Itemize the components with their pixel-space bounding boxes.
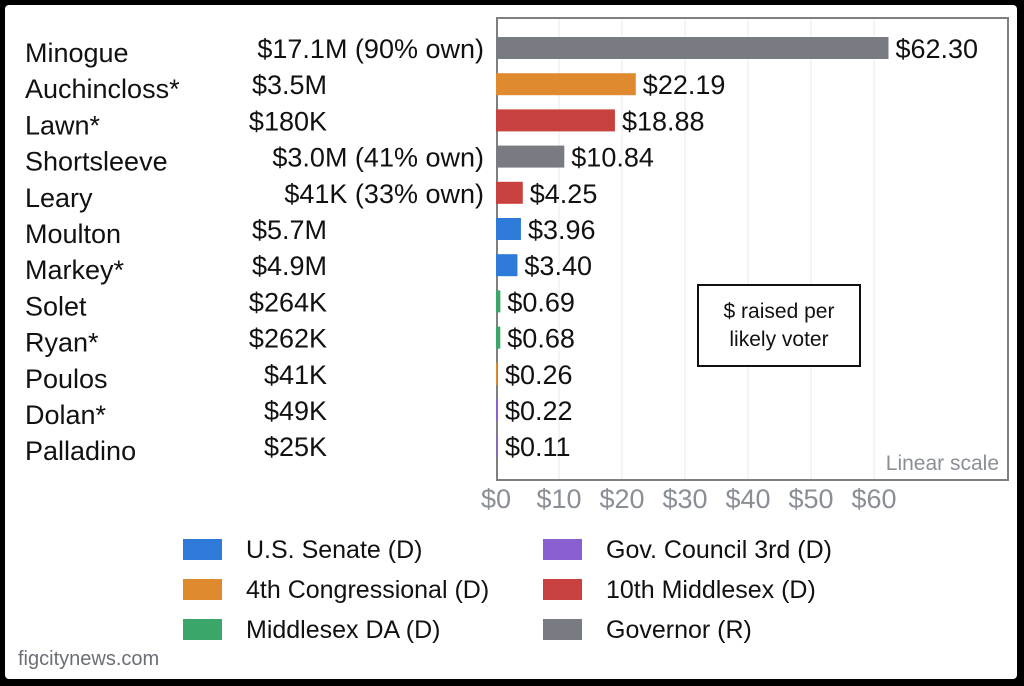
bar xyxy=(496,435,497,458)
raised-amount: $3.5M xyxy=(252,70,327,100)
bar xyxy=(496,145,565,168)
annotation-line: $ raised per xyxy=(724,300,835,323)
annotation-box xyxy=(697,284,861,367)
legend-swatch xyxy=(183,619,222,640)
candidate-label: Minogue xyxy=(25,38,129,68)
legend-swatch xyxy=(183,579,222,600)
candidate-label: Ryan* xyxy=(25,328,99,358)
x-tick-label: $40 xyxy=(725,484,770,514)
bar xyxy=(496,326,501,349)
raised-amount: $17.1M (90% own) xyxy=(257,34,484,64)
raised-amount: $264K xyxy=(249,287,327,317)
legend-label: 4th Congressional (D) xyxy=(246,576,489,604)
legend-label: Gov. Council 3rd (D) xyxy=(606,536,832,564)
source-credit: figcitynews.com xyxy=(18,648,159,670)
candidate-label: Leary xyxy=(25,183,93,213)
chart-frame: Minogue $17.1M (90% own) $62.30 Auchincloss… xyxy=(5,5,1017,679)
raised-amount: $5.7M xyxy=(252,215,327,245)
bar xyxy=(496,362,498,385)
annotation-line: likely voter xyxy=(729,328,828,351)
bar xyxy=(496,290,501,313)
candidate-label: Palladino xyxy=(25,436,136,466)
bar-value-label: $22.19 xyxy=(643,70,726,100)
candidate-label: Shortsleeve xyxy=(25,147,168,177)
bar-value-label: $0.26 xyxy=(505,360,573,390)
bar-value-label: $3.96 xyxy=(528,215,596,245)
candidate-label: Moulton xyxy=(25,219,121,249)
raised-amount: $3.0M (41% own) xyxy=(272,143,484,173)
legend-label: Governor (R) xyxy=(606,616,752,644)
legend-swatch xyxy=(543,539,582,560)
raised-amount: $25K xyxy=(264,432,327,462)
legend-label: Middlesex DA (D) xyxy=(246,616,441,644)
bar xyxy=(496,218,521,240)
bar-value-label: $0.22 xyxy=(505,396,573,426)
bar-value-label: $0.68 xyxy=(507,324,575,354)
x-tick-label: $30 xyxy=(662,484,707,514)
bar-value-label: $62.30 xyxy=(895,34,978,64)
x-tick-label: $20 xyxy=(599,484,644,514)
candidate-label: Auchincloss* xyxy=(25,74,180,104)
candidate-label: Solet xyxy=(25,291,87,321)
legend-swatch xyxy=(543,579,582,600)
candidate-label: Poulos xyxy=(25,364,108,394)
bar xyxy=(496,37,889,59)
legend-label: 10th Middlesex (D) xyxy=(606,576,816,604)
scale-note: Linear scale xyxy=(886,452,999,475)
bar-value-label: $3.40 xyxy=(524,251,592,281)
x-tick-label: $50 xyxy=(788,484,833,514)
bar xyxy=(496,254,518,277)
raised-amount: $49K xyxy=(264,396,327,426)
x-tick-label: $10 xyxy=(536,484,581,514)
candidate-label: Markey* xyxy=(25,255,125,285)
bar-value-label: $18.88 xyxy=(622,106,705,136)
raised-amount: $262K xyxy=(249,324,327,354)
bar xyxy=(496,399,498,421)
raised-amount: $41K (33% own) xyxy=(284,179,484,209)
x-tick-label: $60 xyxy=(851,484,896,514)
legend-swatch xyxy=(183,539,222,560)
x-tick-label: $0 xyxy=(481,484,511,514)
chart-svg: Minogue $17.1M (90% own) $62.30 Auchincloss… xyxy=(18,17,1009,670)
raised-amount: $180K xyxy=(249,106,327,136)
raised-amount: $4.9M xyxy=(252,251,327,281)
bar xyxy=(496,181,523,204)
bar-value-label: $10.84 xyxy=(571,143,654,173)
bar-value-label: $4.25 xyxy=(530,179,598,209)
bar xyxy=(496,73,636,96)
legend-swatch xyxy=(543,619,582,640)
candidate-label: Dolan* xyxy=(25,400,107,430)
candidate-label: Lawn* xyxy=(25,110,101,140)
raised-amount: $41K xyxy=(264,360,327,390)
bar xyxy=(496,109,615,132)
bar-value-label: $0.69 xyxy=(507,287,575,317)
legend-label: U.S. Senate (D) xyxy=(246,536,422,564)
bar-value-label: $0.11 xyxy=(505,432,571,462)
plot-border xyxy=(496,17,1009,481)
